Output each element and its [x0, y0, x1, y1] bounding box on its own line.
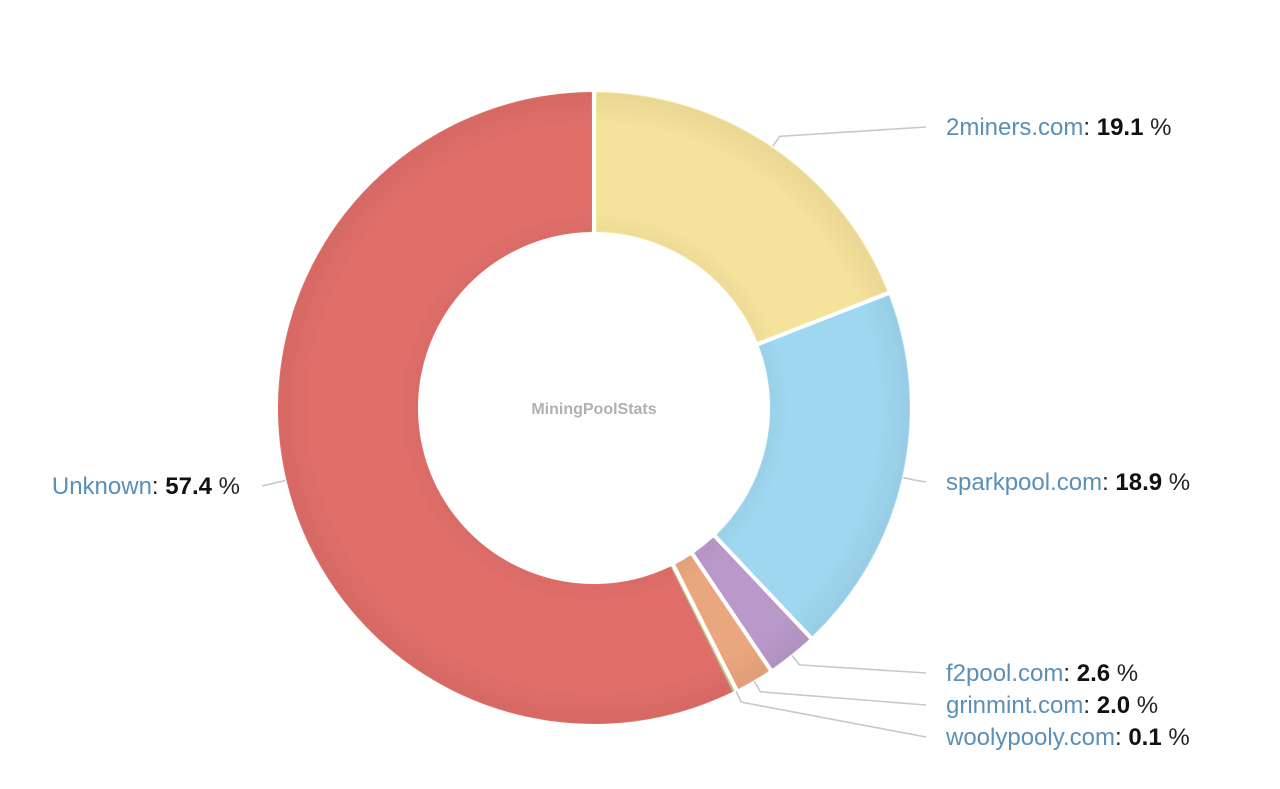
leader-line-f2pool-com — [791, 655, 927, 674]
slice-shading-unknown — [279, 93, 732, 723]
slice-label-grinmint-com: grinmint.com: 2.0 % — [946, 692, 1158, 719]
slice-label-name: 2miners.com — [946, 114, 1083, 141]
leader-line-sparkpool-com — [903, 476, 927, 483]
slice-label-name: f2pool.com — [946, 660, 1063, 687]
slice-label-woolypooly-com: woolypooly.com: 0.1 % — [945, 724, 1190, 751]
slice-label-2miners-com: 2miners.com: 19.1 % — [946, 114, 1171, 141]
slice-label-sparkpool-com: sparkpool.com: 18.9 % — [946, 469, 1190, 496]
slice-label-value: 2.0 — [1097, 692, 1130, 719]
slice-shading-sparkpool-com — [717, 296, 909, 636]
slice-label-value: 57.4 — [165, 473, 212, 500]
slice-label-name: Unknown — [52, 473, 152, 500]
slice-shading-grinmint-com — [676, 556, 768, 688]
slice-label-f2pool-com: f2pool.com: 2.6 % — [946, 660, 1138, 687]
slices-layer — [278, 92, 910, 724]
slice-label-name: sparkpool.com — [946, 469, 1102, 496]
leader-line-grinmint-com — [753, 681, 927, 706]
leader-line-2miners-com — [772, 126, 927, 147]
leader-line-unknown — [261, 479, 286, 487]
slice-label-value: 19.1 — [1097, 114, 1144, 141]
slice-shading-f2pool-com — [695, 538, 808, 668]
slice-label-unknown: Unknown: 57.4 % — [52, 473, 240, 500]
leader-line-woolypooly-com — [735, 691, 927, 738]
leader-lines-layer — [261, 126, 927, 738]
slice-label-value: 2.6 — [1077, 660, 1110, 687]
slice-label-name: grinmint.com — [946, 692, 1083, 719]
labels-layer: 2miners.com: 19.1 % sparkpool.com: 18.9 %… — [52, 114, 1190, 751]
slice-shading-2miners-com — [596, 93, 887, 341]
center-watermark-label: MiningPoolStats — [531, 401, 656, 418]
slice-shading-woolypooly-com — [670, 567, 734, 691]
slice-label-value: 18.9 — [1115, 469, 1162, 496]
slice-label-value: 0.1 — [1128, 724, 1161, 751]
slice-label-name: woolypooly.com — [945, 724, 1115, 751]
